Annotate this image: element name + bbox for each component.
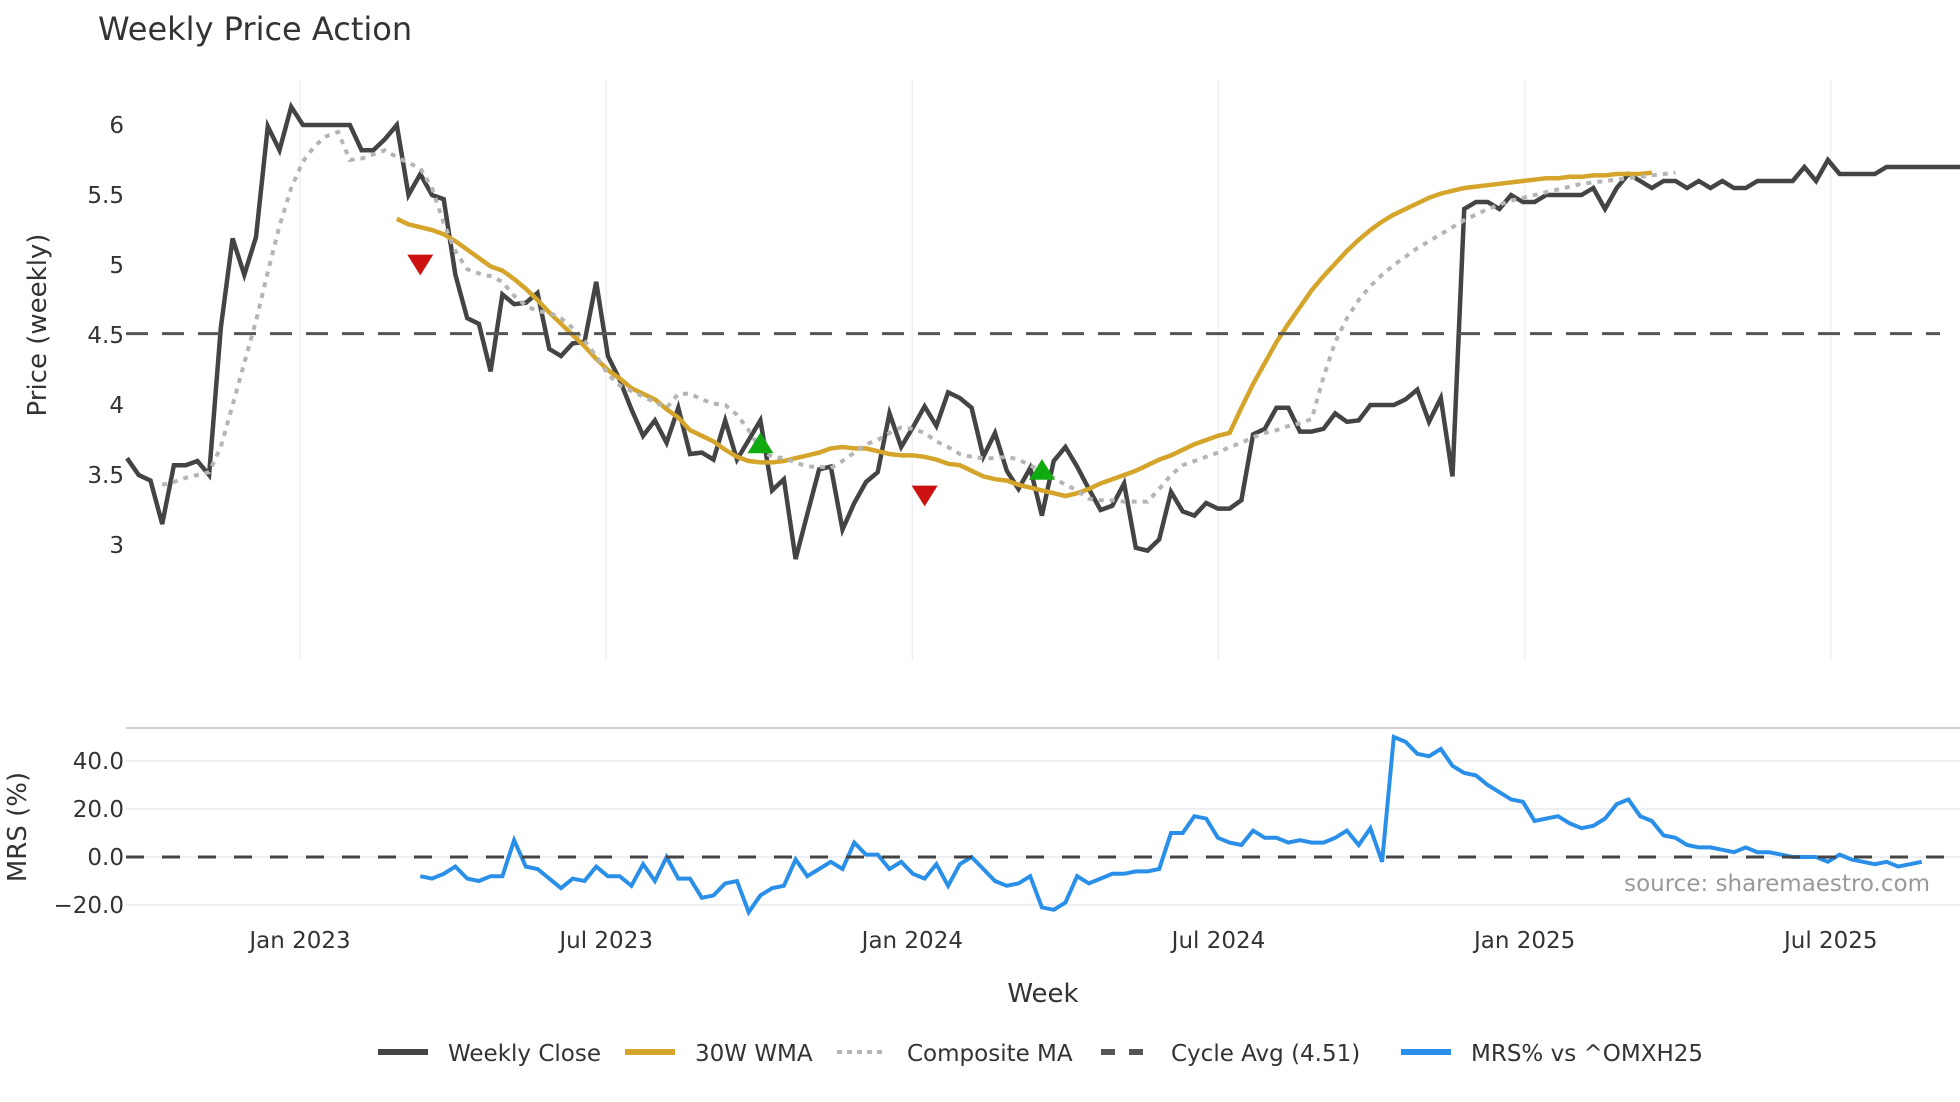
legend-label: 30W WMA [695,1041,813,1067]
x-tick-label: Jan 2023 [247,928,350,954]
sell-signal-triangle-down-icon [407,254,434,276]
legend-label: Composite MA [907,1041,1073,1067]
x-tick-label: Jul 2024 [1170,928,1266,954]
x-tick-label: Jan 2024 [860,928,963,954]
legend-item: Composite MA [837,1041,1073,1067]
mrs-y-tick-label: 20.0 [73,797,124,823]
price-y-tick-label: 5 [109,253,124,279]
mrs-y-tick-label: 0.0 [87,845,124,871]
mrs-y-axis-label: MRS (%) [3,772,33,882]
price-y-tick-label: 4 [109,393,124,419]
buy-signal-triangle-up-icon [1028,459,1055,480]
price-y-tick-label: 4.5 [87,323,124,349]
legend-label: MRS% vs ^OMXH25 [1471,1041,1703,1067]
mrs-y-tick-label: −20.0 [54,893,124,919]
weekly-close-line [125,101,1960,560]
sell-signal-triangle-down-icon [911,485,938,507]
legend: Weekly Close 30W WMA Composite MA Cycle Avg… [378,1041,1703,1067]
price-y-axis: 3 3.5 4 4.5 5 5.5 6 [87,113,124,559]
buy-signal-triangle-up-icon [747,432,774,454]
legend-label: Weekly Close [448,1041,601,1067]
price-plot-area [125,101,1960,560]
x-tick-label: Jul 2023 [557,928,653,954]
price-y-tick-label: 6 [109,113,124,139]
price-y-tick-label: 5.5 [87,183,124,209]
legend-item: Cycle Avg (4.51) [1101,1041,1360,1067]
price-y-axis-label: Price (weekly) [23,234,53,417]
price-y-tick-label: 3 [109,533,124,559]
price-gridlines [299,80,1832,660]
x-tick-label: Jul 2025 [1782,928,1878,954]
source-annotation: source: sharemaestro.com [1624,871,1930,897]
x-axis-label: Week [1007,979,1078,1009]
mrs-y-tick-label: 40.0 [73,749,124,775]
mrs-y-axis: −20.0 0.0 20.0 40.0 [54,749,124,919]
legend-item: MRS% vs ^OMXH25 [1401,1041,1703,1067]
x-tick-label: Jan 2025 [1472,928,1575,954]
signal-markers [407,254,1055,507]
x-axis: Jan 2023 Jul 2023 Jan 2024 Jul 2024 Jan 2025… [247,928,1877,954]
chart-title: Weekly Price Action [98,10,412,48]
legend-item: 30W WMA [625,1041,813,1067]
mrs-plot-area [126,734,1960,917]
price-y-tick-label: 3.5 [87,463,124,489]
legend-item: Weekly Close [378,1041,601,1067]
mrs-line [419,734,1923,917]
legend-label: Cycle Avg (4.51) [1171,1041,1360,1067]
composite-ma-line [161,129,1676,504]
